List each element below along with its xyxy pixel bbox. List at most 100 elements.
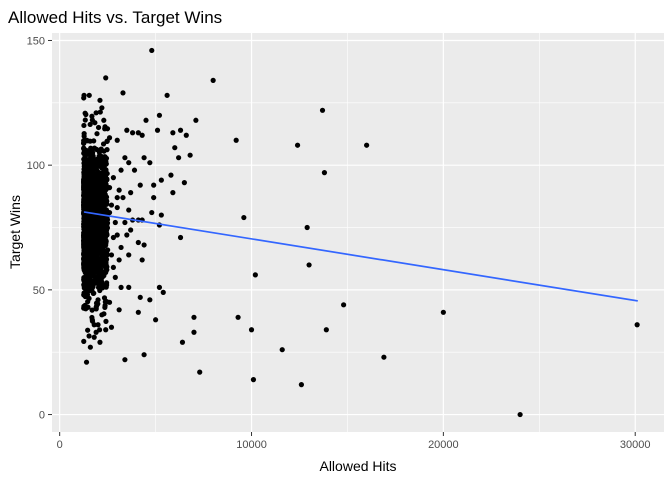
data-point (89, 188, 95, 194)
data-point (81, 184, 87, 190)
data-point (91, 334, 97, 340)
x-axis: 0 10000 20000 30000 (57, 432, 651, 451)
data-point (89, 307, 95, 313)
data-point (319, 107, 326, 113)
data-point (181, 180, 187, 186)
data-point (110, 234, 116, 241)
data-point (88, 235, 94, 241)
data-point (99, 251, 105, 258)
data-point (170, 190, 176, 196)
data-point (131, 167, 138, 173)
data-point (85, 327, 91, 333)
data-point (235, 314, 241, 320)
data-point (81, 221, 87, 227)
data-point (141, 242, 147, 248)
data-point (97, 327, 103, 333)
data-point (82, 197, 88, 203)
data-point (86, 92, 92, 98)
data-point (135, 130, 141, 136)
data-point (120, 194, 126, 201)
data-point (323, 327, 329, 333)
data-point (104, 198, 110, 204)
data-point (88, 282, 94, 288)
data-point (126, 284, 132, 290)
data-point (210, 77, 216, 83)
data-point (170, 130, 176, 136)
data-point (85, 181, 92, 187)
data-point (81, 338, 87, 344)
data-point (81, 92, 87, 98)
data-point (94, 274, 100, 280)
y-axis: 0 50 100 150 (27, 35, 52, 422)
data-point (147, 160, 153, 166)
data-point (149, 209, 155, 216)
data-point (85, 188, 91, 194)
data-point (91, 230, 97, 236)
data-point (98, 224, 104, 231)
data-point (176, 155, 182, 161)
data-point (83, 270, 89, 276)
data-point (114, 204, 120, 211)
data-point (114, 137, 120, 143)
trend-line (83, 211, 638, 302)
data-point (248, 327, 255, 333)
data-point (97, 152, 103, 159)
data-point (92, 120, 98, 126)
data-point (94, 253, 100, 259)
y-tick-label: 50 (33, 285, 45, 297)
data-point (104, 221, 110, 227)
data-point (103, 209, 109, 215)
trend-layer (83, 211, 638, 302)
data-point (279, 347, 285, 353)
data-point (116, 187, 122, 193)
data-point (139, 132, 145, 138)
data-point (112, 219, 118, 226)
data-point (96, 262, 102, 268)
data-point (91, 159, 97, 165)
points-layer (81, 47, 640, 418)
grid-minor (52, 33, 664, 432)
data-point (154, 127, 161, 133)
data-point (96, 234, 102, 240)
data-point (97, 286, 103, 292)
data-point (126, 207, 132, 213)
data-point (294, 142, 301, 148)
data-point (116, 257, 122, 263)
data-point (82, 293, 88, 300)
data-point (118, 284, 124, 290)
data-point (153, 317, 159, 323)
data-point (86, 148, 92, 155)
data-point (122, 219, 128, 226)
data-point (517, 411, 523, 418)
data-point (118, 167, 124, 173)
data-point (87, 121, 93, 128)
data-point (116, 307, 122, 313)
data-point (306, 262, 312, 268)
data-point (187, 152, 193, 158)
data-point (151, 182, 157, 188)
data-point (93, 181, 99, 187)
data-point (137, 182, 143, 188)
x-axis-title: Allowed Hits (319, 458, 396, 474)
data-point (177, 127, 184, 133)
data-point (95, 301, 101, 307)
data-point (440, 309, 446, 315)
data-point (118, 244, 124, 251)
data-point (99, 158, 105, 164)
data-point (298, 382, 304, 388)
data-point (128, 227, 134, 233)
data-point (100, 192, 107, 198)
data-point (92, 265, 98, 271)
data-point (321, 170, 328, 176)
data-point (97, 215, 103, 221)
data-point (101, 117, 107, 123)
data-point (93, 110, 99, 116)
data-point (99, 105, 105, 111)
data-point (141, 155, 147, 161)
data-point (97, 278, 103, 284)
data-point (95, 322, 101, 328)
data-point (250, 377, 257, 383)
data-point (81, 148, 87, 154)
data-point (97, 97, 103, 103)
